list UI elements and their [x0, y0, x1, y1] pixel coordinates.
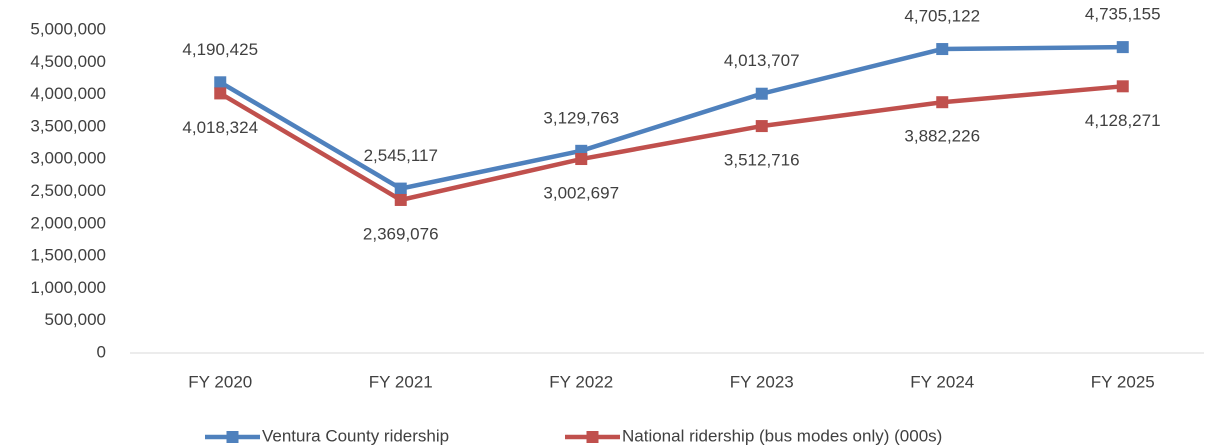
legend-label: National ridership (bus modes only) (000…: [622, 426, 942, 445]
legend-marker: [586, 431, 599, 443]
x-tick-label: FY 2023: [730, 372, 794, 391]
marker: [214, 76, 227, 89]
marker: [575, 153, 588, 166]
y-tick-label: 1,500,000: [30, 246, 106, 265]
x-tick-label: FY 2020: [188, 372, 252, 391]
y-tick-label: 4,000,000: [30, 84, 106, 103]
y-tick-label: 2,000,000: [30, 213, 106, 232]
legend-marker: [226, 431, 239, 443]
data-label: 4,018,324: [182, 118, 258, 137]
data-label: 4,013,707: [724, 51, 800, 70]
marker: [394, 182, 407, 195]
marker: [755, 120, 768, 133]
y-tick-label: 0: [97, 342, 106, 361]
data-label: 2,545,117: [364, 146, 438, 165]
marker: [394, 193, 407, 206]
marker: [1116, 80, 1129, 93]
data-label: 4,705,122: [904, 7, 980, 26]
series-line: [219, 84, 1123, 203]
data-label: 4,735,155: [1085, 5, 1161, 24]
data-label: 3,129,763: [543, 108, 619, 127]
marker: [214, 87, 227, 100]
marker: [1116, 41, 1129, 54]
x-tick-label: FY 2025: [1091, 372, 1155, 391]
data-label: 4,190,425: [182, 40, 258, 59]
marker: [755, 87, 768, 100]
data-label: 3,002,697: [543, 184, 619, 203]
y-tick-label: 1,000,000: [30, 278, 106, 297]
data-label: 3,512,716: [724, 151, 800, 170]
x-tick-label: FY 2024: [910, 372, 974, 391]
series-line: [219, 44, 1123, 191]
y-tick-label: 5,000,000: [30, 19, 106, 38]
marker: [936, 96, 949, 109]
data-label: 2,369,076: [363, 224, 439, 243]
data-label: 4,128,271: [1085, 111, 1161, 130]
y-tick-label: 2,500,000: [30, 181, 106, 200]
marker: [936, 43, 949, 56]
x-tick-label: FY 2021: [369, 372, 433, 391]
data-label: 3,882,226: [904, 127, 980, 146]
legend-label: Ventura County ridership: [262, 426, 449, 445]
x-tick-label: FY 2022: [549, 372, 613, 391]
y-tick-label: 3,500,000: [30, 116, 106, 135]
y-tick-label: 4,500,000: [30, 52, 106, 71]
y-tick-label: 3,000,000: [30, 149, 106, 168]
y-tick-label: 500,000: [45, 310, 106, 329]
